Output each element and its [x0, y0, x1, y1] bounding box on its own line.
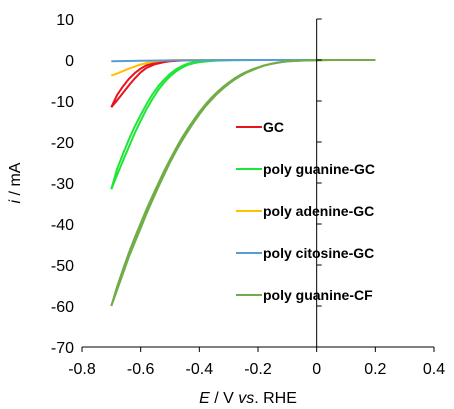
y-axis-unit: / mA [7, 162, 24, 200]
x-axis-unit: / V [210, 390, 238, 407]
legend-label-poly-citosine-gc: poly citosine-GC [263, 245, 374, 261]
y-tick-label: -70 [51, 340, 74, 357]
x-axis-vs: vs [238, 390, 254, 407]
plot-lines [110, 59, 376, 307]
x-axis-reference: . RHE [254, 390, 297, 407]
y-tick-label: 10 [56, 12, 74, 29]
legend-label-gc: GC [263, 119, 284, 135]
legend-label-poly-guanine-cf: poly guanine-CF [263, 287, 373, 303]
y-tick-label: -60 [51, 299, 74, 316]
x-tick-label: 0 [312, 361, 321, 378]
legend-label-poly-adenine-gc: poly adenine-GC [263, 203, 374, 219]
y-tick-label: -30 [51, 176, 74, 193]
x-axis-variable: E [199, 390, 210, 407]
y-axis-title: i / mA [7, 162, 24, 203]
legend-label-poly-guanine-gc: poly guanine-GC [263, 161, 375, 177]
x-tick-label: -0.6 [127, 361, 155, 378]
x-tick-label: -0.2 [244, 361, 272, 378]
x-tick-label: -0.8 [68, 361, 96, 378]
y-tick-label: -20 [51, 135, 74, 152]
y-tick-label: -40 [51, 217, 74, 234]
y-tick-label: -50 [51, 258, 74, 275]
series-line-poly-guanine-cf [110, 59, 376, 307]
legend: GC poly guanine-GC poly adenine-GC poly cit… [236, 119, 375, 303]
x-tick-label: -0.4 [186, 361, 214, 378]
x-tick-label: 0.2 [364, 361, 386, 378]
y-tick-label: 0 [65, 53, 74, 70]
y-axis-variable: i [7, 199, 24, 203]
x-tick-label: 0.4 [423, 361, 445, 378]
y-tick-label: -10 [51, 94, 74, 111]
ticks: -0.8 -0.6 -0.4 -0.2 0 0.2 0.4 10 0 -10 -20 -30 -40 -5… [51, 12, 445, 378]
x-axis-title: E / V vs. RHE [199, 390, 297, 407]
